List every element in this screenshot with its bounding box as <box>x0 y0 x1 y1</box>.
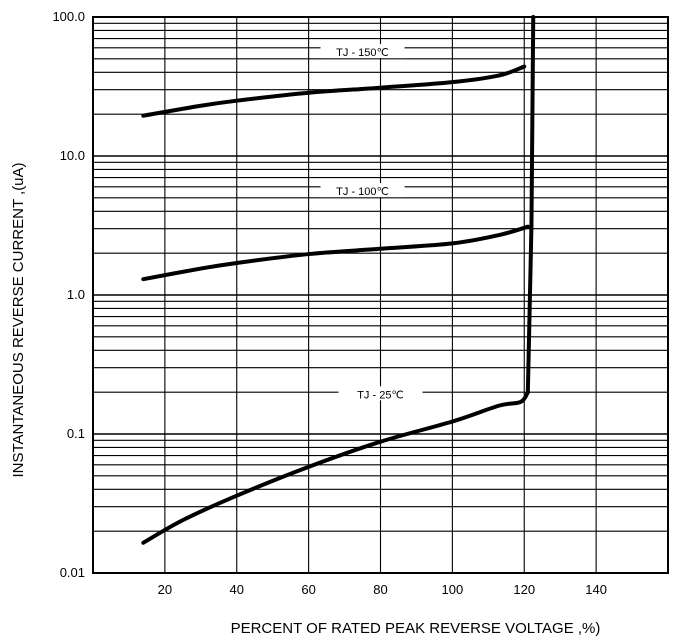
x-axis-title: PERCENT OF RATED PEAK REVERSE VOLTAGE ,%… <box>231 620 601 637</box>
curve-label: TJ - 25℃ <box>357 389 404 401</box>
curves <box>141 15 536 545</box>
grid <box>93 17 669 574</box>
x-tick-label: 20 <box>158 582 172 597</box>
curve-labels: TJ - 150℃ TJ - 100℃ TJ - 25℃ <box>320 44 423 401</box>
curve-label-bg <box>320 44 405 59</box>
curve-label: TJ - 100℃ <box>336 186 389 198</box>
x-tick-label: 40 <box>230 582 244 597</box>
series-line <box>141 390 530 545</box>
x-tick-label: 140 <box>585 582 607 597</box>
series-line <box>141 64 527 118</box>
y-tick-label: 10.0 <box>60 148 85 163</box>
series-line <box>141 224 530 282</box>
y-axis-title: INSTANTANEOUS REVERSE CURRENT ,(uA) <box>10 162 27 477</box>
y-tick-label: 0.01 <box>60 565 85 580</box>
x-tick-label: 80 <box>373 582 387 597</box>
x-tick-label: 120 <box>513 582 535 597</box>
x-tick-label: 100 <box>442 582 464 597</box>
x-tick-labels: 20 40 60 80 100 120 140 <box>158 582 607 597</box>
y-tick-labels: 0.01 0.1 1.0 10.0 100.0 <box>52 9 85 580</box>
y-tick-label: 1.0 <box>67 287 85 302</box>
curve-label: TJ - 150℃ <box>336 47 389 59</box>
x-tick-label: 60 <box>301 582 315 597</box>
y-tick-label: 100.0 <box>52 9 85 24</box>
curve-label-bg <box>338 386 423 401</box>
plot-frame <box>92 16 669 574</box>
curve-label-bg <box>320 183 405 198</box>
y-tick-label: 0.1 <box>67 426 85 441</box>
series-line <box>525 15 536 395</box>
